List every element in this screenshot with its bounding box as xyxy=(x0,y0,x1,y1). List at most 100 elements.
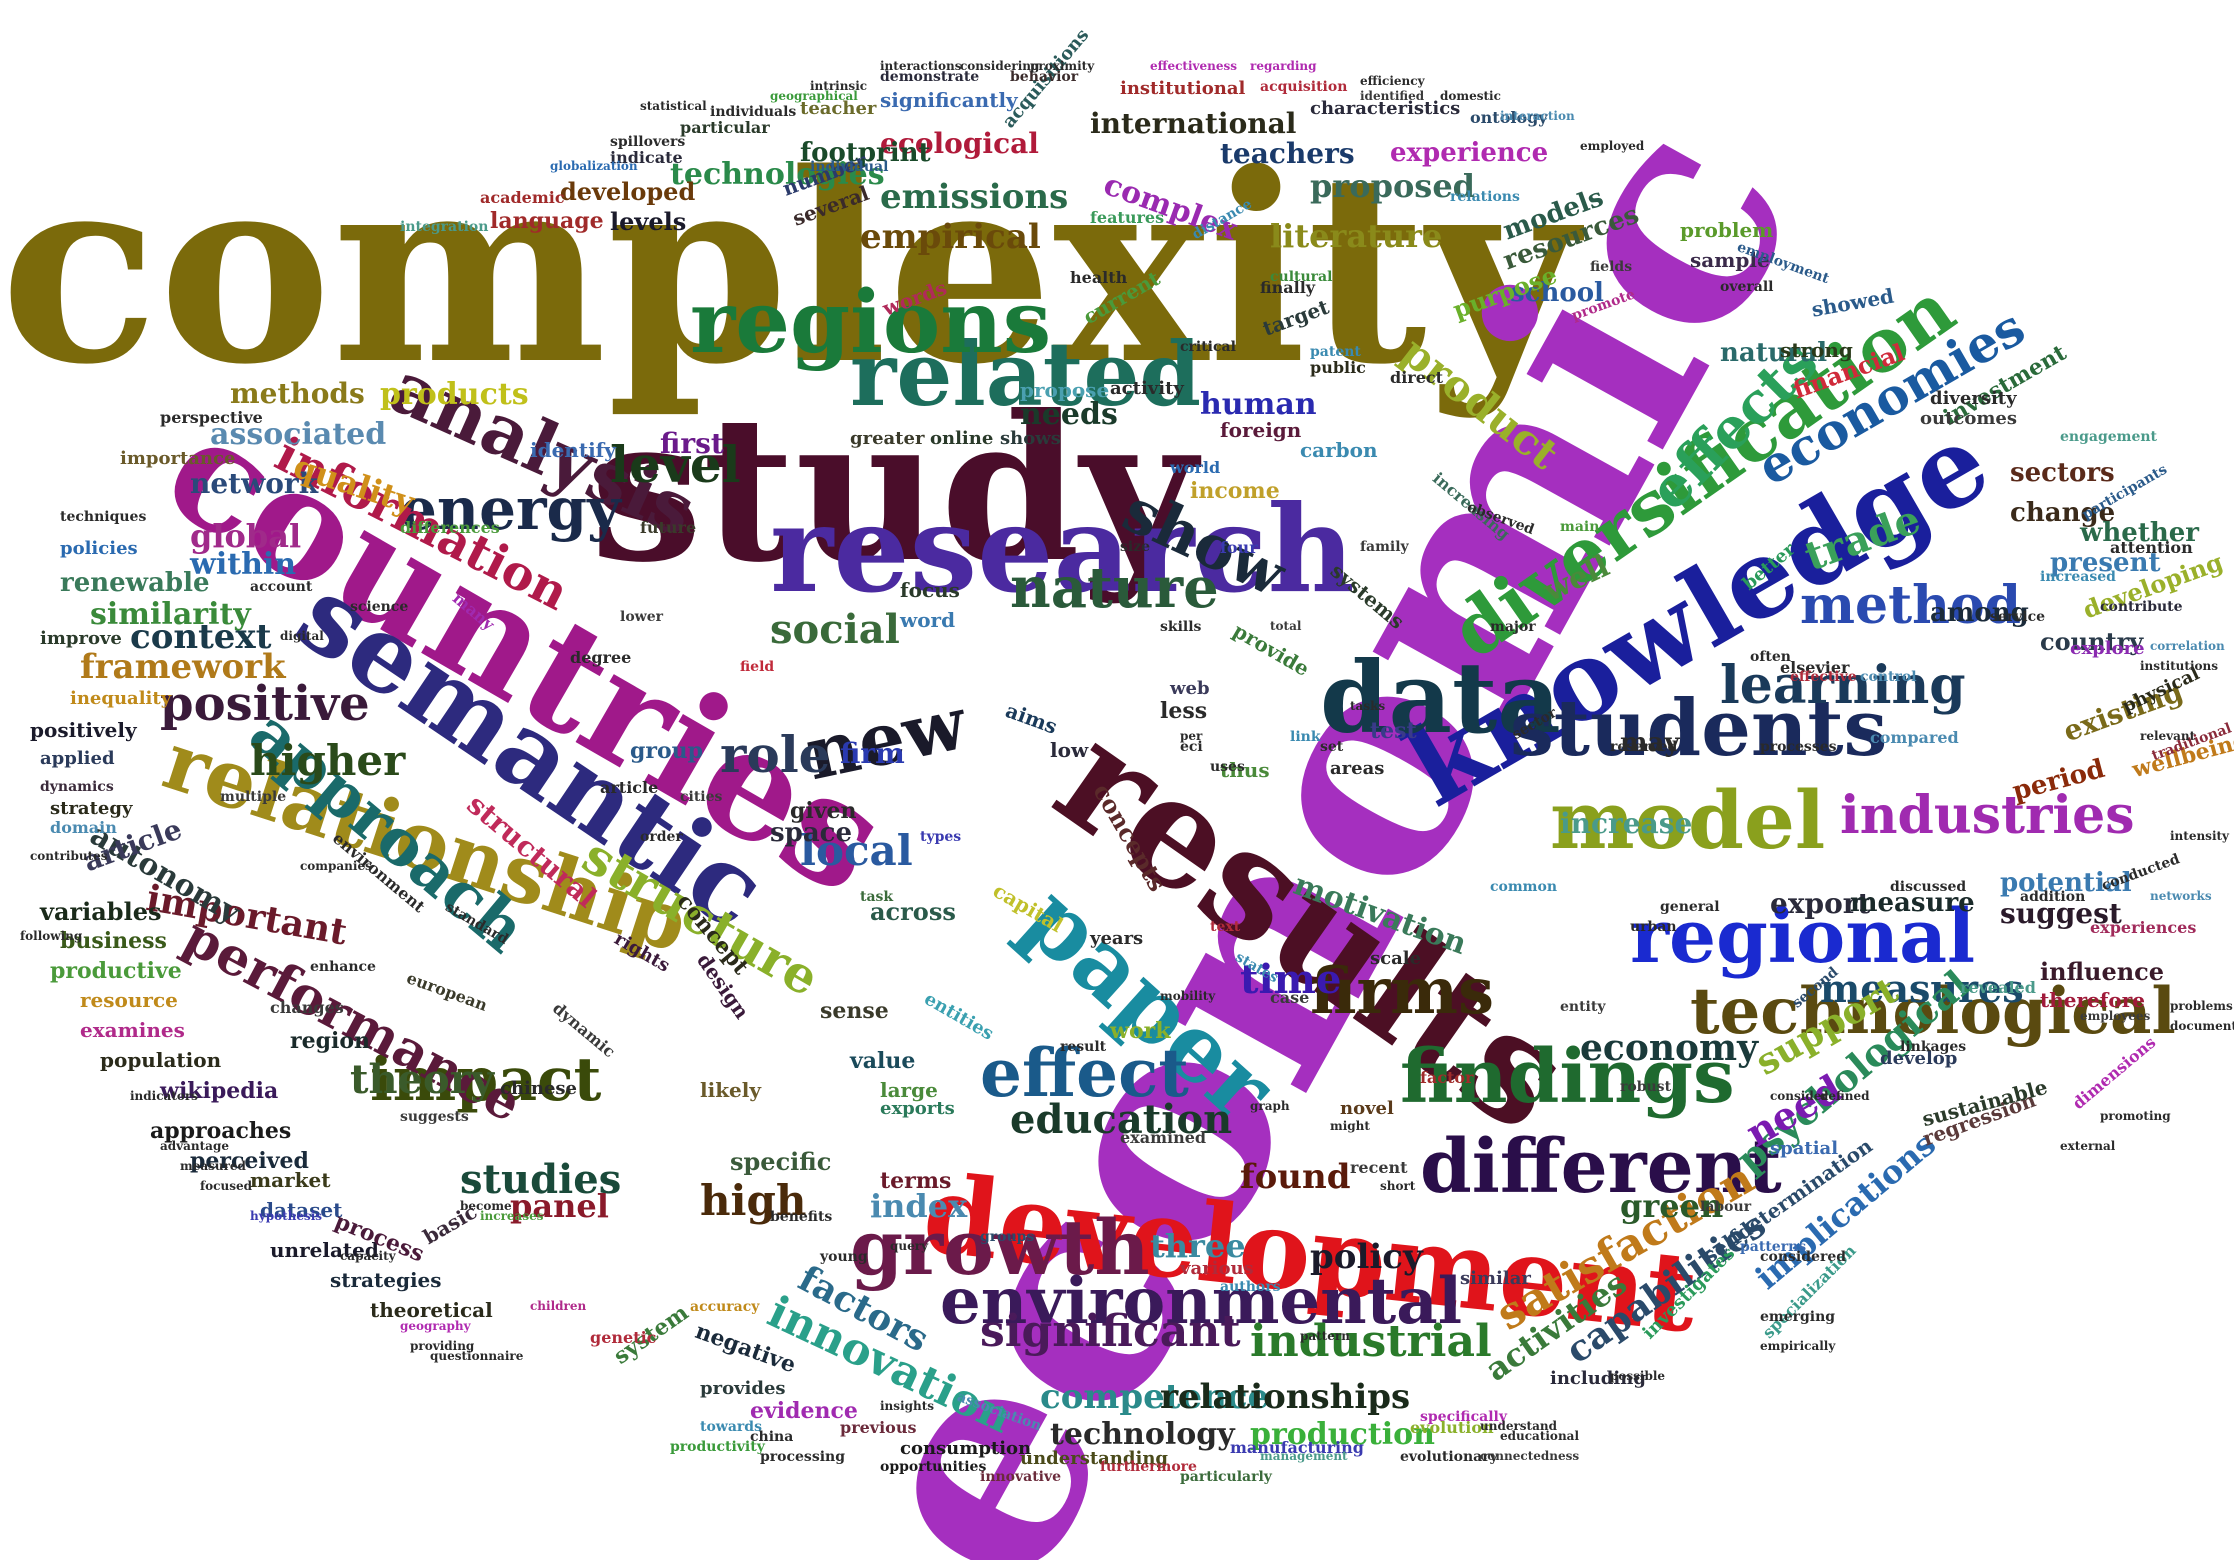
cloud-word: levels xyxy=(610,207,687,236)
cloud-word: methods xyxy=(230,377,365,410)
cloud-word: scale xyxy=(1370,948,1422,969)
cloud-word: productivity xyxy=(670,1439,765,1455)
cloud-word: space xyxy=(770,818,853,848)
cloud-word: policies xyxy=(60,538,138,559)
cloud-word: factor xyxy=(1420,1068,1474,1087)
cloud-word: economy xyxy=(1580,1027,1759,1069)
cloud-word: four xyxy=(1220,538,1258,557)
cloud-word: given xyxy=(790,798,857,824)
cloud-word: major xyxy=(1490,619,1536,635)
cloud-word: large xyxy=(880,1078,938,1102)
cloud-word: measure xyxy=(1850,888,1975,918)
cloud-word: language xyxy=(490,208,604,234)
cloud-word: patent xyxy=(1310,344,1361,360)
cloud-word: increased xyxy=(2040,569,2116,585)
cloud-word: positive xyxy=(160,676,370,732)
cloud-word: time xyxy=(1240,956,1342,1003)
cloud-word: task xyxy=(860,889,894,905)
cloud-word: public xyxy=(1310,358,1366,377)
cloud-word: family xyxy=(1360,539,1409,555)
cloud-word: robust xyxy=(1620,1079,1672,1095)
cloud-word: study xyxy=(590,372,1197,607)
cloud-word: change xyxy=(2010,498,2116,528)
cloud-word: regarding xyxy=(1250,59,1317,73)
cloud-word: network xyxy=(190,467,319,500)
cloud-word: improve xyxy=(40,628,122,649)
cloud-word: low xyxy=(1050,738,1089,762)
cloud-word: level xyxy=(610,435,741,494)
cloud-word: changes xyxy=(270,998,344,1017)
cloud-word: link xyxy=(1290,729,1321,745)
cloud-word: urban xyxy=(1630,919,1677,935)
cloud-word: overall xyxy=(1720,279,1774,295)
cloud-word: develop xyxy=(1880,1048,1958,1069)
cloud-word: country xyxy=(2040,627,2144,656)
cloud-word: account xyxy=(250,579,313,595)
cloud-word: may xyxy=(1620,728,1680,758)
cloud-word: found xyxy=(1240,1157,1351,1197)
cloud-word: discussed xyxy=(1890,879,1967,895)
cloud-word: method xyxy=(1800,575,2021,636)
cloud-word: market xyxy=(250,1168,331,1192)
cloud-word: years xyxy=(1090,928,1144,949)
cloud-word: empirical xyxy=(860,217,1041,257)
cloud-word: dynamics xyxy=(40,779,114,795)
cloud-word: similarity xyxy=(90,597,251,632)
cloud-word: demonstrate xyxy=(880,69,980,85)
cloud-word: article xyxy=(600,778,659,797)
cloud-word: growth xyxy=(850,1203,1150,1292)
cloud-word: interactions xyxy=(880,59,962,73)
cloud-word: resource xyxy=(80,988,178,1012)
cloud-word: novel xyxy=(1340,1098,1394,1119)
cloud-word: renewable xyxy=(60,568,210,598)
cloud-word: uses xyxy=(1210,759,1245,775)
cloud-word: particular xyxy=(680,118,770,137)
cloud-word: competence xyxy=(1040,1377,1270,1417)
cloud-word: globalization xyxy=(550,159,638,173)
cloud-word: consider xyxy=(1770,1089,1828,1103)
cloud-word: evidence xyxy=(750,1398,858,1424)
cloud-word: entities xyxy=(920,988,998,1045)
cloud-word: technologies xyxy=(670,157,885,192)
cloud-word: cultural xyxy=(1270,269,1333,285)
cloud-word: population xyxy=(100,1048,222,1072)
cloud-word: young xyxy=(820,1249,868,1265)
cloud-word: environmental xyxy=(940,1264,1462,1339)
cloud-word: nature xyxy=(1010,555,1219,621)
cloud-word: productive xyxy=(50,958,182,984)
cloud-word: role xyxy=(720,725,831,784)
cloud-word: management xyxy=(1260,1449,1348,1463)
cloud-word: questionnaire xyxy=(430,1349,524,1363)
cloud-word: short xyxy=(1380,1179,1416,1193)
cloud-word: unrelated xyxy=(270,1238,379,1262)
cloud-word: evolution xyxy=(1410,1418,1494,1437)
cloud-word: furthermore xyxy=(1100,1459,1197,1475)
cloud-word: region xyxy=(290,1028,370,1054)
cloud-word: insights xyxy=(880,1399,935,1413)
cloud-word: document xyxy=(2170,1019,2234,1033)
cloud-word: revealed xyxy=(1960,978,2036,997)
cloud-word: high xyxy=(700,1176,807,1225)
cloud-word: defined xyxy=(1820,1089,1870,1103)
cloud-word: contributes xyxy=(30,849,108,863)
cloud-word: energy xyxy=(400,475,621,543)
cloud-word: variables xyxy=(40,897,162,926)
cloud-word: across xyxy=(870,897,956,926)
cloud-word: aims xyxy=(1002,698,1061,739)
cloud-word: geographical xyxy=(770,89,858,103)
cloud-word: work xyxy=(1110,1018,1171,1044)
cloud-word: institutions xyxy=(2140,659,2218,673)
cloud-word: addition xyxy=(2020,889,2086,905)
cloud-word: set xyxy=(1320,739,1344,755)
cloud-word: digital xyxy=(280,629,324,643)
cloud-word: consumption xyxy=(900,1438,1032,1459)
cloud-word: linkages xyxy=(1900,1039,1967,1055)
cloud-word: compared xyxy=(1870,728,1959,747)
cloud-word: skills xyxy=(1160,619,1202,635)
cloud-word: business xyxy=(60,928,167,954)
cloud-word: ontology xyxy=(1470,108,1548,127)
cloud-word: potential xyxy=(2000,868,2132,898)
cloud-word: order xyxy=(640,829,683,845)
cloud-word: production xyxy=(1250,1417,1435,1452)
cloud-word: strategy xyxy=(50,798,133,819)
